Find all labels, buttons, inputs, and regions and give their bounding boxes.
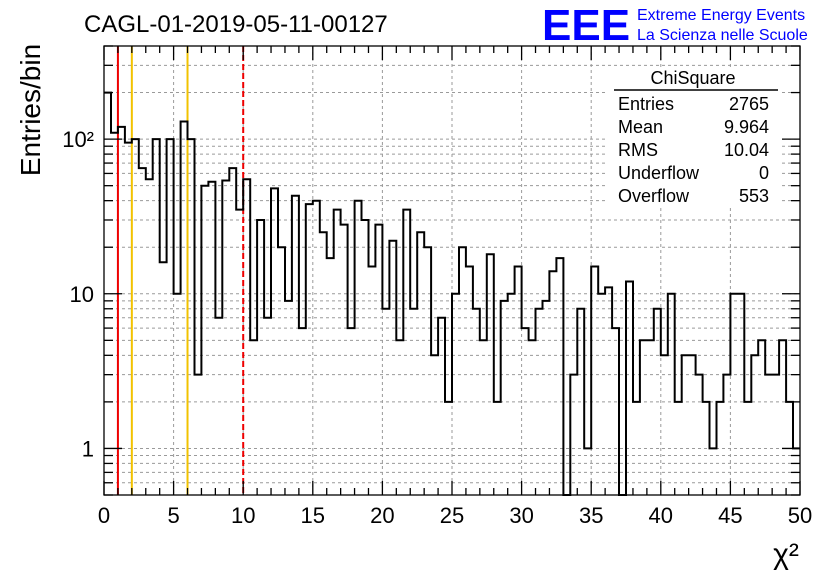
y-tick-label: 1	[82, 436, 94, 461]
y-tick-label: 10²	[62, 127, 94, 152]
x-tick-label: 0	[98, 503, 110, 528]
x-tick-label: 35	[579, 503, 603, 528]
logo-line-2: La Scienza nelle Scuole	[637, 27, 808, 44]
x-tick-label: 45	[718, 503, 742, 528]
stats-box: ChiSquare Entries 2765 Mean 9.964 RMS 10.04 Un…	[608, 68, 780, 208]
x-tick-label: 25	[440, 503, 464, 528]
chart-title: CAGL-01-2019-05-11-00127	[84, 11, 388, 38]
stats-row-value: 10.04	[724, 140, 769, 160]
stats-row-value: 2765	[729, 94, 769, 114]
tick-labels: 0 5 10 15 20 25 30 35 40 45 50 1 10 10²	[62, 127, 812, 528]
x-tick-label: 10	[231, 503, 255, 528]
x-tick-label: 15	[301, 503, 325, 528]
x-tick-label: 50	[788, 503, 812, 528]
x-tick-label: 40	[649, 503, 673, 528]
stats-box-title: ChiSquare	[650, 68, 735, 88]
stats-row-label: Overflow	[618, 186, 690, 206]
stats-row-value: 0	[759, 163, 769, 183]
stats-box-background	[608, 68, 780, 208]
stats-row-value: 553	[739, 186, 769, 206]
stats-row-label: RMS	[618, 140, 658, 160]
x-tick-label: 20	[370, 503, 394, 528]
eee-logo-mark: EEE	[542, 1, 630, 50]
stats-row-label: Entries	[618, 94, 674, 114]
logo-line-1: Extreme Energy Events	[637, 7, 805, 24]
stats-row-label: Underflow	[618, 163, 700, 183]
stats-box-rows: Entries 2765 Mean 9.964 RMS 10.04 Underflow 0 Ov…	[618, 94, 769, 206]
x-tick-label: 5	[167, 503, 179, 528]
x-tick-label: 30	[509, 503, 533, 528]
histogram-outline	[104, 91, 800, 496]
y-tick-label: 10	[70, 282, 94, 307]
y-axis-label: Entries/bin	[15, 44, 46, 176]
axis-ticks	[103, 45, 801, 496]
reference-lines	[116, 46, 245, 495]
stats-row-label: Mean	[618, 117, 663, 137]
stats-row-value: 9.964	[724, 117, 769, 137]
eee-logo: EEE Extreme Energy Events La Scienza nel…	[542, 1, 808, 50]
x-axis-label: χ²	[773, 538, 799, 571]
